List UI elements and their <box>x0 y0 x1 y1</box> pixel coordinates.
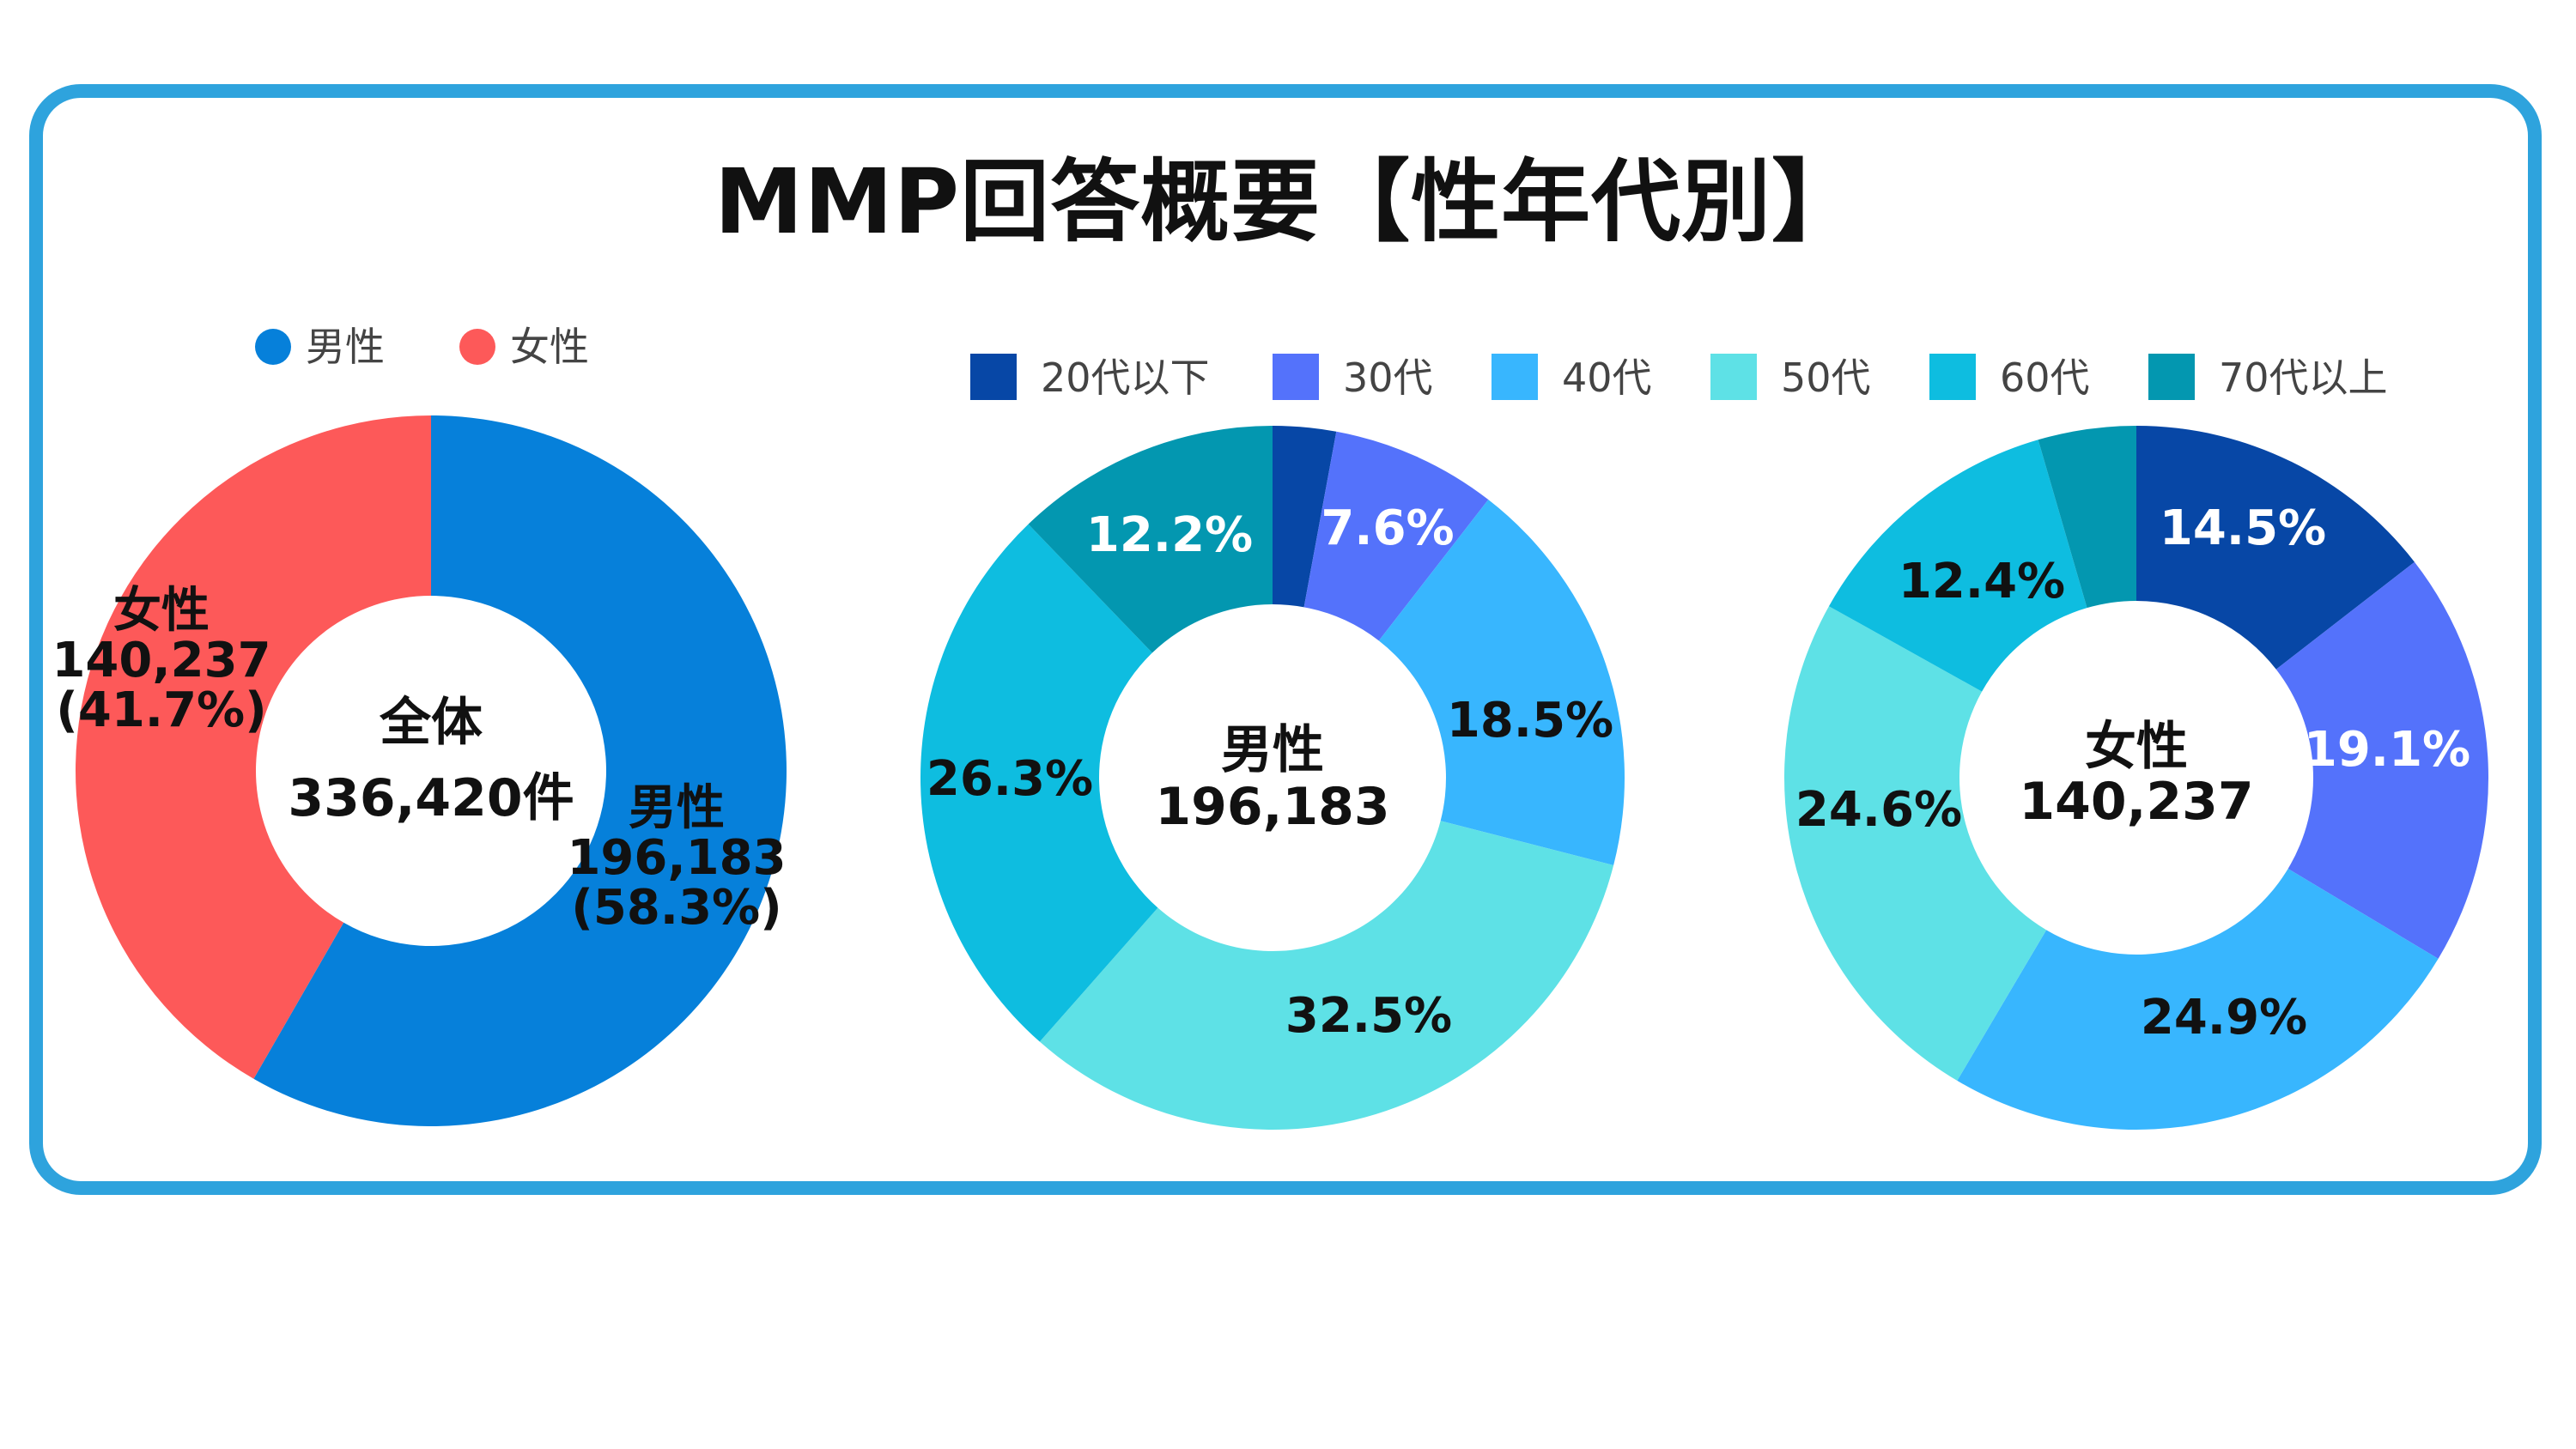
legend-sex: 男性 女性 <box>255 324 589 370</box>
donut-male <box>920 426 1625 1130</box>
legend-label-age-0: 20代以下 <box>1041 355 1210 401</box>
center-label-male-title: 男性 <box>1221 720 1324 780</box>
slice-label-male-50s: 32.5% <box>1285 988 1452 1044</box>
slice-label-female-20s: 14.5% <box>2160 500 2326 556</box>
legend-label-age-2: 40代 <box>1562 355 1652 401</box>
center-label-total: 336,420件 <box>288 768 574 828</box>
center-label-female-count: 140,237 <box>2019 772 2253 832</box>
donut-slice-2-1 <box>2275 561 2488 959</box>
donut-slice-2-0 <box>2136 426 2415 670</box>
legend-label-age-4: 60代 <box>2000 355 2090 401</box>
legend-label-male: 男性 <box>306 324 385 370</box>
legend-swatch-age-5 <box>2148 354 2195 400</box>
legend-age: 20代以下 30代 40代 50代 60代 70代以上 <box>970 354 2388 401</box>
center-label-female-title: 女性 <box>2085 717 2188 777</box>
legend-label-age-5: 70代以上 <box>2219 355 2388 401</box>
slice-label-male-60s: 26.3% <box>927 751 1093 807</box>
slice-label-female-percent: (41.7%) <box>56 682 266 738</box>
center-label-title: 全体 <box>379 693 483 753</box>
slice-label-female-60s: 12.4% <box>1899 554 2065 609</box>
slice-label-female-40s: 24.9% <box>2141 990 2307 1046</box>
donut-female <box>1784 426 2488 1130</box>
slice-label-female-50s: 24.6% <box>1795 782 1962 838</box>
donut-slice-1-4 <box>920 524 1158 1042</box>
page-title: MMP回答概要【性年代別】 <box>714 149 1862 254</box>
legend-label-age-3: 50代 <box>1781 355 1871 401</box>
legend-swatch-age-0 <box>970 354 1017 400</box>
donut-slice-2-4 <box>1828 440 2087 692</box>
legend-swatch-age-3 <box>1710 354 1757 400</box>
donut-slice-1-3 <box>1039 821 1614 1130</box>
donut-slice-2-3 <box>1784 606 2047 1081</box>
donut-slice-0-0 <box>253 415 787 1126</box>
center-label-male-count: 196,183 <box>1155 777 1389 837</box>
slice-label-male-name: 男性 <box>629 780 725 836</box>
donut-total <box>76 415 787 1126</box>
legend-swatch-age-4 <box>1929 354 1976 400</box>
slice-label-female-name: 女性 <box>113 583 210 639</box>
legend-label-age-1: 30代 <box>1343 355 1433 401</box>
legend-swatch-male <box>255 329 291 365</box>
labels-female: 14.5% 19.1% 24.9% 24.6% 12.4% 女性 140,237 <box>1795 500 2470 1046</box>
donut-slice-1-2 <box>1378 500 1625 865</box>
donut-slice-1-0 <box>1273 426 1337 608</box>
slice-label-male-70s: 12.2% <box>1086 507 1253 563</box>
legend-swatch-female <box>459 329 495 365</box>
legend-swatch-age-2 <box>1492 354 1538 400</box>
slice-label-female-value: 140,237 <box>52 633 270 688</box>
donut-slice-2-5 <box>2038 426 2136 609</box>
labels-male: 7.6% 18.5% 32.5% 26.3% 12.2% 男性 196,183 <box>927 500 1613 1044</box>
legend-swatch-age-1 <box>1273 354 1319 400</box>
slice-label-male-percent: (58.3%) <box>571 880 781 936</box>
slice-label-male-30s: 7.6% <box>1321 500 1454 556</box>
legend-label-female: 女性 <box>510 324 589 370</box>
slice-label-female-30s: 19.1% <box>2304 722 2470 778</box>
slice-label-male-40s: 18.5% <box>1447 693 1613 749</box>
donut-slice-1-1 <box>1303 431 1489 641</box>
labels-total: 女性 140,237 (41.7%) 男性 196,183 (58.3%) 全体… <box>52 583 786 936</box>
donut-slice-0-1 <box>76 415 431 1079</box>
donut-slice-1-5 <box>1028 426 1273 653</box>
slice-label-male-value: 196,183 <box>567 830 786 886</box>
donut-slice-2-2 <box>1957 868 2439 1130</box>
